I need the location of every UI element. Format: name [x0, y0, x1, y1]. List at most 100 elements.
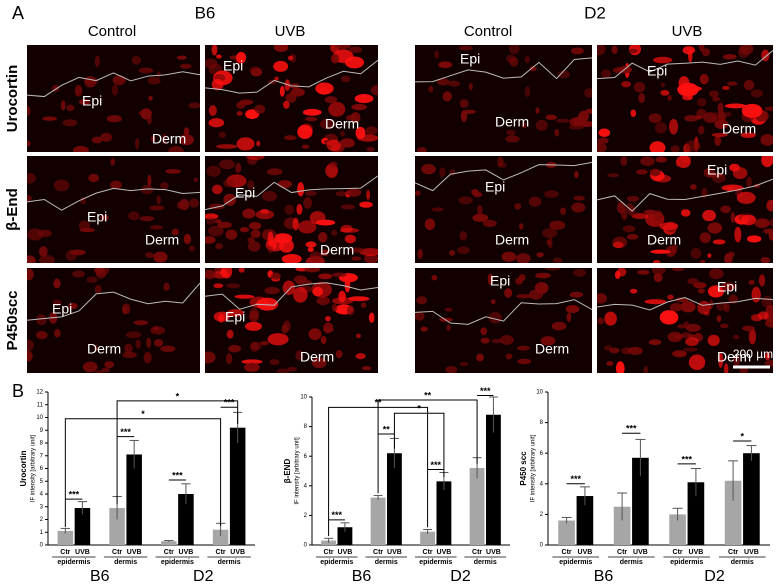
- signal: [505, 353, 513, 360]
- signal: [638, 93, 645, 104]
- signal: [156, 71, 161, 78]
- signal: [416, 147, 427, 152]
- signal: [708, 173, 723, 178]
- signal: [72, 145, 89, 152]
- sig-label: ***: [172, 470, 183, 480]
- y-tick-label: 10: [36, 415, 43, 421]
- signal: [256, 140, 261, 147]
- signal: [328, 101, 346, 117]
- signal: [274, 76, 279, 81]
- signal: [188, 102, 200, 109]
- signal: [669, 303, 683, 312]
- image-content: [597, 268, 773, 373]
- signal: [74, 85, 83, 97]
- group-label: D2: [193, 568, 214, 585]
- signal: [601, 69, 612, 78]
- signal: [633, 81, 646, 93]
- panel-letter: B: [12, 381, 24, 401]
- signal: [535, 272, 551, 279]
- tissue-label: Epi: [87, 209, 107, 225]
- signal: [267, 333, 289, 346]
- signal: [248, 222, 262, 230]
- signal: [480, 327, 487, 336]
- signal: [733, 354, 740, 367]
- signal: [652, 259, 661, 263]
- error-bar: [324, 537, 334, 543]
- signal: [305, 241, 317, 248]
- micrograph: Epi Derm: [415, 45, 592, 152]
- signal: [667, 294, 674, 300]
- signal: [637, 270, 650, 275]
- signal: [52, 299, 62, 306]
- signal: [680, 301, 696, 313]
- signal: [597, 293, 607, 304]
- signal: [542, 228, 558, 238]
- signal: [417, 248, 423, 259]
- signal: [226, 329, 234, 339]
- y-tick-label: 8: [304, 424, 308, 430]
- signal: [516, 253, 531, 263]
- signal: [316, 296, 331, 306]
- signal: [366, 147, 375, 152]
- signal: [101, 367, 110, 373]
- signal: [643, 365, 648, 373]
- micrograph: Epi Derm: [27, 268, 200, 373]
- signal: [176, 55, 187, 60]
- bar: [632, 457, 649, 545]
- signal: [131, 56, 142, 65]
- signal: [226, 309, 244, 317]
- signal: [225, 229, 238, 240]
- tissue-label: Derm: [722, 121, 756, 137]
- signal: [354, 94, 374, 104]
- series-label: Ctr: [216, 549, 226, 556]
- signal: [244, 362, 260, 372]
- micrograph: Epi Derm: [205, 156, 378, 263]
- series-label: UVB: [744, 549, 759, 556]
- signal: [225, 353, 233, 365]
- signal: [635, 169, 648, 175]
- category-label: dermis: [218, 559, 241, 566]
- signal: [714, 135, 722, 146]
- signal: [488, 312, 503, 324]
- signal: [468, 83, 473, 91]
- signal: [27, 350, 33, 362]
- signal: [421, 164, 436, 175]
- signal: [283, 100, 290, 109]
- signal: [150, 135, 156, 143]
- series-label: UVB: [578, 549, 593, 556]
- signal: [324, 96, 338, 104]
- signal: [708, 90, 719, 98]
- signal: [213, 283, 224, 289]
- signal: [434, 50, 439, 59]
- signal: [93, 344, 99, 352]
- signal: [751, 286, 761, 303]
- boundary: [597, 296, 773, 311]
- tissue-label: Derm: [152, 131, 186, 147]
- category-label: epidermis: [320, 559, 353, 566]
- signal: [682, 46, 696, 55]
- signal: [72, 270, 85, 278]
- signal: [344, 234, 356, 244]
- series-label: UVB: [689, 549, 704, 556]
- signal: [604, 311, 617, 326]
- y-tick-label: 9: [40, 428, 44, 434]
- signal: [267, 231, 274, 247]
- signal: [271, 272, 281, 280]
- signal: [517, 358, 532, 365]
- signal: [611, 45, 618, 55]
- signal: [219, 159, 235, 170]
- signal: [653, 272, 663, 283]
- signal: [140, 184, 154, 195]
- signal: [604, 345, 613, 351]
- signal: [287, 367, 297, 372]
- signal: [680, 209, 691, 217]
- signal: [614, 270, 621, 280]
- signal: [516, 294, 532, 299]
- signal: [431, 274, 438, 281]
- image-bg: [27, 45, 200, 152]
- signal: [750, 89, 764, 98]
- signal: [54, 328, 61, 338]
- signal: [320, 335, 327, 345]
- group-label: B6: [90, 568, 110, 585]
- signal: [719, 323, 729, 329]
